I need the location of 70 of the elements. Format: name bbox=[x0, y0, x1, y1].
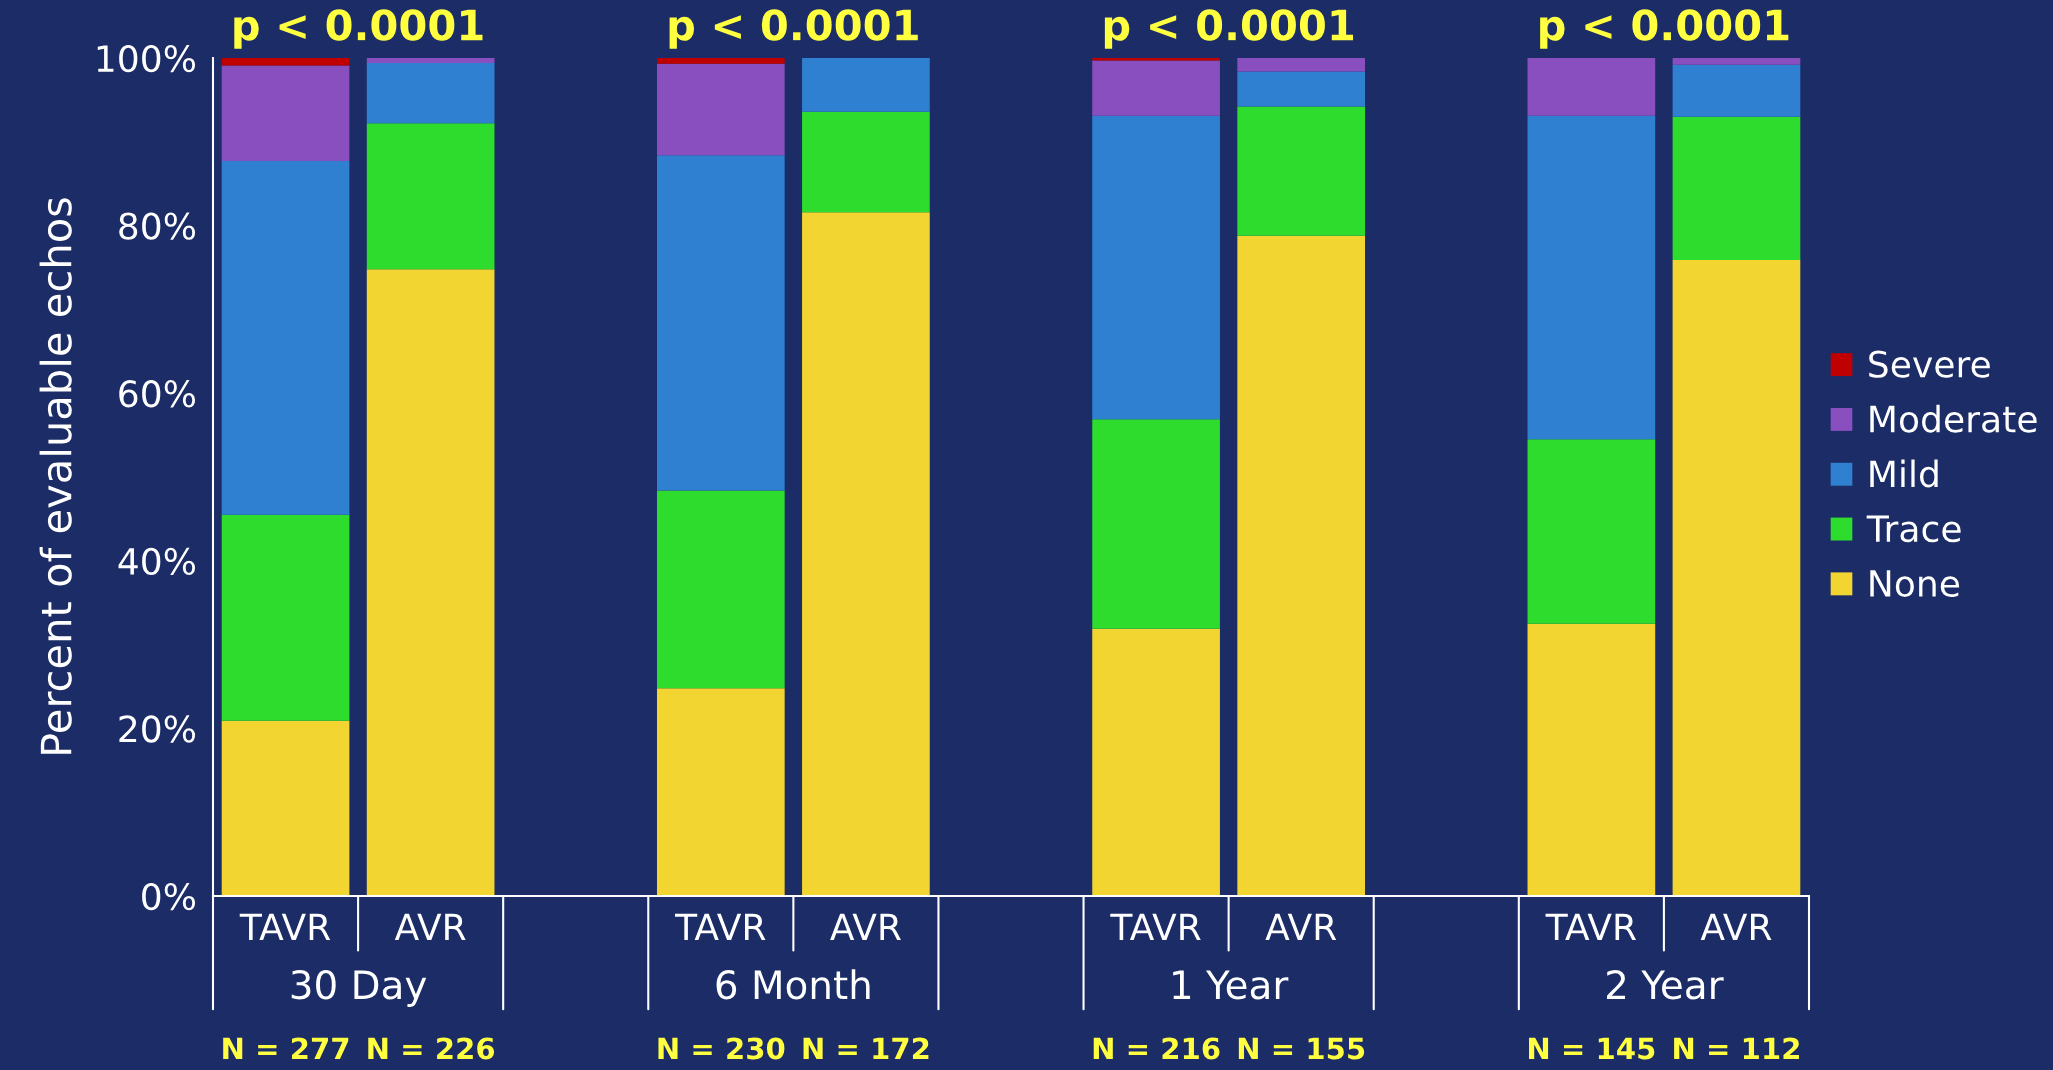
bar bbox=[656, 58, 785, 64]
bar bbox=[802, 111, 930, 213]
bar bbox=[1092, 60, 1220, 116]
bar bbox=[221, 58, 350, 66]
x-tick-label: AVR bbox=[1700, 913, 1772, 941]
bar bbox=[1672, 259, 1801, 896]
legend-label: Moderate bbox=[1870, 404, 2037, 433]
legend-label: Mild bbox=[1870, 459, 1938, 488]
bar bbox=[656, 63, 785, 156]
bar bbox=[221, 65, 350, 162]
x-tick-label: TAVR bbox=[239, 913, 331, 941]
text: p < 0.0001 bbox=[669, 9, 918, 49]
bar bbox=[1092, 58, 1220, 61]
bar bbox=[221, 161, 350, 515]
bar bbox=[1092, 419, 1220, 629]
y-tick-label: 0% bbox=[142, 882, 196, 911]
text: N = 145 bbox=[1529, 1037, 1655, 1060]
x-tick-label: TAVR bbox=[674, 913, 766, 941]
x-tick-label: TAVR bbox=[1545, 913, 1637, 941]
text: 2 Year bbox=[1607, 970, 1724, 1000]
legend-label: Trace bbox=[1866, 515, 1961, 543]
bar bbox=[1092, 115, 1220, 420]
text: N = 277 bbox=[223, 1037, 349, 1060]
bar bbox=[1672, 116, 1801, 260]
bar bbox=[366, 269, 495, 896]
bar bbox=[1237, 106, 1366, 236]
text: 30 Day bbox=[291, 970, 427, 1007]
text: N = 226 bbox=[368, 1037, 495, 1060]
text: p < 0.0001 bbox=[1540, 9, 1789, 49]
text: N = 112 bbox=[1674, 1037, 1799, 1060]
bar bbox=[802, 58, 930, 112]
bar bbox=[366, 123, 495, 270]
bar bbox=[1237, 71, 1366, 107]
bar bbox=[1527, 115, 1656, 440]
bar bbox=[366, 58, 495, 64]
bar bbox=[221, 514, 350, 721]
bar bbox=[1672, 64, 1801, 117]
y-tick-label: 100% bbox=[97, 44, 196, 73]
text: N = 216 bbox=[1093, 1037, 1220, 1060]
bar bbox=[1672, 58, 1801, 65]
y-axis-title: Percent of evaluable echos bbox=[39, 198, 72, 754]
bar bbox=[366, 63, 495, 124]
bar bbox=[1527, 623, 1656, 896]
text: 6 Month bbox=[716, 969, 870, 1000]
bar bbox=[221, 720, 350, 896]
y-tick-label: 40% bbox=[118, 547, 196, 576]
bar bbox=[1527, 58, 1656, 116]
text: N = 230 bbox=[658, 1037, 785, 1060]
text: p < 0.0001 bbox=[234, 9, 483, 49]
bar bbox=[1237, 58, 1366, 72]
x-tick-label: AVR bbox=[1265, 913, 1337, 941]
text: 1 Year bbox=[1173, 970, 1289, 1000]
legend-label: Severe bbox=[1869, 350, 1990, 378]
text: N = 172 bbox=[803, 1037, 929, 1060]
bar bbox=[1237, 235, 1366, 896]
bar bbox=[1527, 439, 1656, 624]
y-tick-label: 80% bbox=[119, 212, 196, 240]
y-tick-label: 60% bbox=[119, 380, 196, 408]
bar bbox=[656, 490, 785, 689]
bar bbox=[1092, 628, 1220, 896]
y-tick-label: 20% bbox=[119, 715, 196, 743]
text: N = 155 bbox=[1238, 1037, 1365, 1060]
text: p < 0.0001 bbox=[1104, 9, 1354, 49]
bar bbox=[802, 212, 930, 896]
x-tick-label: AVR bbox=[394, 913, 466, 941]
bar bbox=[656, 155, 785, 491]
bar bbox=[656, 688, 785, 896]
x-tick-label: TAVR bbox=[1110, 913, 1201, 941]
x-tick-label: AVR bbox=[830, 913, 901, 941]
legend-label: None bbox=[1870, 570, 1960, 598]
